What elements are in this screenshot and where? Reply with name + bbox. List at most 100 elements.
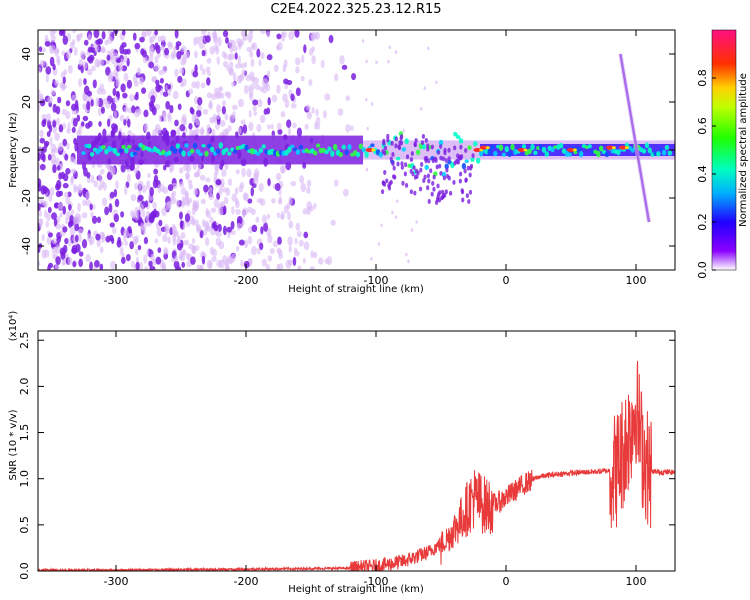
- spectrogram-cell: [181, 150, 186, 157]
- spectrogram-cell: [56, 55, 61, 63]
- spectrogram-cell: [170, 129, 177, 137]
- spectrogram-cell: [471, 153, 475, 159]
- spectrogram-cell: [180, 187, 187, 196]
- spectrogram-cell: [295, 87, 301, 97]
- spectrogram-cell: [200, 198, 206, 205]
- spectrogram-cell: [444, 189, 448, 195]
- spectrogram-cell: [412, 165, 416, 171]
- spectrogram-cell: [55, 183, 61, 191]
- spectrogram-xtick-label: 100: [626, 274, 647, 287]
- spectrogram-cell: [470, 157, 475, 163]
- spectrogram-cell: [276, 263, 280, 270]
- spectrogram-cell: [100, 47, 107, 54]
- spectrogram-cell: [259, 242, 264, 251]
- spectrogram-cell: [445, 167, 449, 173]
- spectrogram-cell: [206, 77, 211, 86]
- spectrogram-cell: [224, 262, 229, 270]
- spectrogram-cell: [459, 171, 463, 177]
- spectrogram-cell: [150, 88, 155, 95]
- spectrogram-cell: [159, 77, 164, 84]
- spectrogram-cell: [383, 145, 388, 151]
- spectrogram-cell: [447, 156, 451, 162]
- spectrogram-cell: [169, 104, 174, 114]
- spectrogram-cell: [135, 146, 141, 151]
- spectrogram-cell: [341, 64, 348, 70]
- spectrogram-cell: [93, 180, 99, 188]
- spectrogram-cell: [148, 61, 155, 69]
- spectrogram-cell: [436, 149, 441, 155]
- spectrogram-cell: [400, 164, 404, 170]
- spectrogram-cell: [306, 186, 311, 194]
- spectrogram-cell: [235, 245, 240, 252]
- spectrogram-cell: [277, 236, 282, 245]
- spectrogram-cell: [322, 110, 327, 119]
- snr-frame: [37, 330, 676, 572]
- spectrogram-cell: [300, 75, 305, 82]
- spectrogram-cell: [271, 197, 276, 204]
- spectrogram-cell: [110, 48, 115, 57]
- spectrogram-cell: [191, 81, 198, 89]
- snr-xlabel: Height of straight line (km): [288, 584, 424, 595]
- spectrogram-cell: [39, 129, 44, 138]
- spectrogram-cell: [62, 226, 68, 233]
- spectrogram-cell: [401, 147, 407, 152]
- spectrogram-cell: [302, 257, 307, 264]
- spectrogram-cell: [38, 152, 41, 162]
- spectrogram-cell: [270, 123, 274, 130]
- spectrogram-cell: [78, 251, 84, 257]
- spectrogram-cell: [240, 119, 246, 125]
- snr-xtick-label: -100: [364, 575, 389, 588]
- spectrogram-cell: [71, 38, 76, 46]
- spectrogram-cell: [309, 265, 315, 270]
- spectrogram-cell: [74, 234, 79, 243]
- spectrogram-cell: [99, 58, 104, 67]
- spectrogram-cell: [267, 124, 271, 130]
- spectrogram-cell: [304, 123, 309, 130]
- spectrogram-cell: [67, 256, 73, 266]
- spectrogram-cell: [180, 57, 186, 66]
- spectrogram-cell: [330, 150, 335, 157]
- spectrogram-cell: [394, 136, 398, 142]
- spectrogram-cell: [288, 31, 295, 40]
- spectrogram-cell: [265, 263, 270, 270]
- spectrogram-hotspot: [624, 146, 629, 150]
- spectrogram-cell: [183, 118, 187, 125]
- colorbar-label: Normalized spectral amplitude: [738, 73, 749, 227]
- snr-ytick-label: 0.0: [18, 562, 31, 580]
- spectrogram-cell: [278, 196, 283, 204]
- spectrogram-cell: [334, 73, 339, 82]
- spectrogram-cell: [119, 114, 125, 122]
- spectrogram-cell: [115, 77, 120, 88]
- spectrogram-cell: [226, 226, 233, 233]
- spectrogram-cell: [234, 52, 238, 60]
- spectrogram-cell: [308, 48, 314, 56]
- spectrogram-cell: [293, 247, 298, 254]
- spectrogram-cell: [225, 37, 229, 44]
- spectrogram-cell: [303, 241, 310, 251]
- spectrogram-cell: [134, 248, 139, 256]
- spectrogram-cell: [175, 143, 181, 149]
- spectrogram-ytick-label: 0: [20, 147, 33, 154]
- spectrogram-cell: [196, 264, 201, 270]
- spectrogram-cell: [423, 86, 426, 90]
- spectrogram-cell: [172, 148, 178, 154]
- spectrogram-cell: [420, 140, 425, 146]
- spectrogram-cell: [297, 265, 302, 270]
- spectrogram-hotspot: [473, 148, 482, 152]
- spectrogram-cell: [162, 186, 169, 194]
- spectrogram-cell: [174, 30, 179, 39]
- spectrogram-cell: [236, 215, 243, 225]
- spectrogram-cell: [43, 209, 48, 219]
- spectrogram-cell: [174, 68, 179, 78]
- spectrogram-cell: [90, 175, 95, 184]
- spectrogram-cell: [387, 59, 390, 64]
- spectrogram-cell: [498, 144, 504, 151]
- spectrogram-cell: [202, 108, 209, 115]
- spectrogram-cell: [267, 255, 273, 262]
- spectrogram-cell: [110, 102, 117, 112]
- spectrogram-cell: [441, 156, 446, 162]
- spectrogram-cell: [129, 241, 134, 250]
- spectrogram-hotspot: [365, 148, 374, 152]
- spectrogram-cell: [306, 179, 312, 187]
- spectrogram-cell: [48, 124, 53, 133]
